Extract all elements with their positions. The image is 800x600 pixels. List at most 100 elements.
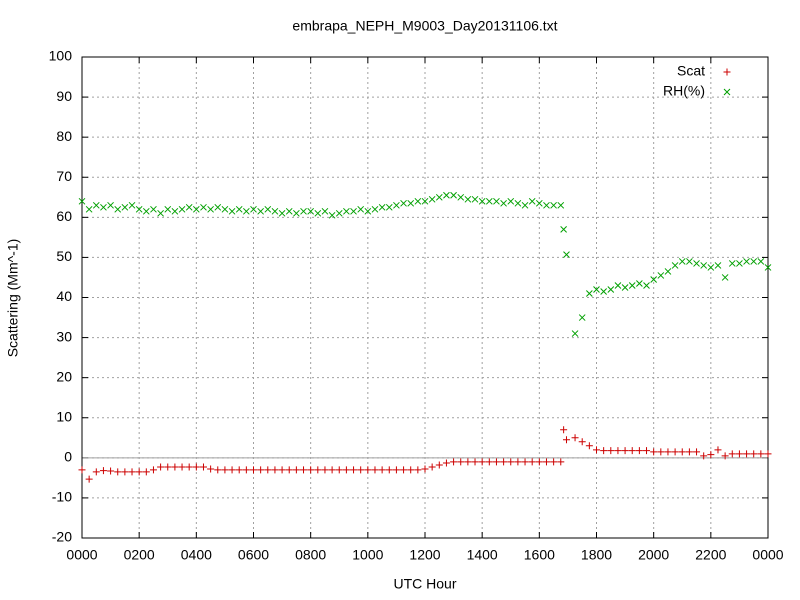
point: [728, 260, 736, 267]
point: [321, 466, 329, 474]
point: [714, 262, 722, 269]
point: [314, 209, 322, 217]
point: [192, 463, 200, 471]
point: [678, 448, 686, 456]
y-tick-label: 10: [56, 408, 72, 424]
y-tick-label: 40: [56, 288, 72, 304]
point: [128, 201, 136, 209]
y-tick-label: -10: [52, 489, 72, 505]
point: [578, 438, 586, 446]
point: [135, 468, 143, 476]
point: [493, 197, 500, 205]
point: [85, 205, 93, 213]
point: [378, 466, 386, 474]
point: [435, 193, 443, 201]
plot-border: [81, 56, 769, 539]
point: [557, 458, 565, 466]
point: [560, 226, 567, 233]
point: [578, 314, 586, 321]
point: [385, 466, 393, 474]
point: [192, 205, 200, 213]
point: [542, 458, 550, 466]
point: [714, 446, 722, 454]
point: [199, 463, 207, 471]
point: [442, 459, 450, 467]
point: [407, 199, 415, 207]
point: [228, 207, 236, 215]
point: [757, 258, 765, 265]
point: [400, 466, 408, 474]
point: [614, 447, 622, 455]
point: [414, 197, 422, 205]
point: [700, 262, 708, 269]
point: [185, 203, 193, 211]
point: [607, 447, 615, 455]
point: [407, 466, 415, 474]
point: [92, 201, 100, 209]
point: [393, 201, 400, 209]
x-tick-label: 0000: [66, 547, 97, 563]
x-tick-label: 0200: [124, 547, 155, 563]
point: [571, 434, 579, 442]
point: [492, 458, 500, 466]
point: [664, 448, 672, 456]
point: [400, 199, 407, 207]
point: [750, 258, 758, 265]
point: [464, 195, 472, 203]
point: [664, 268, 672, 275]
point: [114, 205, 122, 213]
y-tick-label: 90: [56, 88, 72, 104]
point: [264, 205, 272, 213]
point: [743, 258, 750, 265]
point: [450, 458, 458, 466]
point: [571, 330, 579, 337]
point: [435, 461, 443, 469]
point: [550, 201, 557, 209]
point: [657, 272, 665, 279]
point: [371, 466, 379, 474]
point: [293, 209, 300, 217]
point: [328, 211, 336, 219]
point: [157, 209, 164, 217]
point: [300, 207, 307, 215]
point: [521, 458, 529, 466]
point: [335, 466, 343, 474]
point: [357, 205, 365, 213]
point: [693, 260, 700, 267]
x-tick-label: 0800: [295, 547, 326, 563]
point: [364, 466, 372, 474]
point: [321, 207, 329, 215]
point: [343, 207, 350, 215]
point: [471, 458, 479, 466]
point: [78, 466, 86, 474]
point: [600, 288, 607, 295]
point: [586, 290, 593, 297]
point: [221, 205, 229, 213]
point: [585, 442, 593, 450]
point: [735, 450, 743, 458]
point: [593, 286, 600, 293]
x-tick-label: 0400: [181, 547, 212, 563]
point: [371, 205, 379, 213]
point: [207, 465, 215, 473]
legend-label: Scat: [677, 63, 705, 79]
point: [457, 458, 465, 466]
point: [421, 197, 429, 205]
point: [300, 466, 308, 474]
point: [278, 466, 286, 474]
point: [728, 450, 736, 458]
point: [200, 203, 207, 211]
x-axis-label: UTC Hour: [393, 576, 456, 592]
point: [443, 191, 450, 199]
point: [478, 197, 486, 205]
point: [214, 466, 222, 474]
point: [764, 450, 772, 458]
point: [149, 466, 157, 474]
point: [157, 463, 165, 471]
point: [514, 199, 522, 207]
legend-marker: [723, 88, 731, 96]
x-tick-label: 1000: [352, 547, 383, 563]
point: [635, 447, 643, 455]
legend-label: RH(%): [663, 83, 705, 99]
point: [142, 207, 150, 215]
